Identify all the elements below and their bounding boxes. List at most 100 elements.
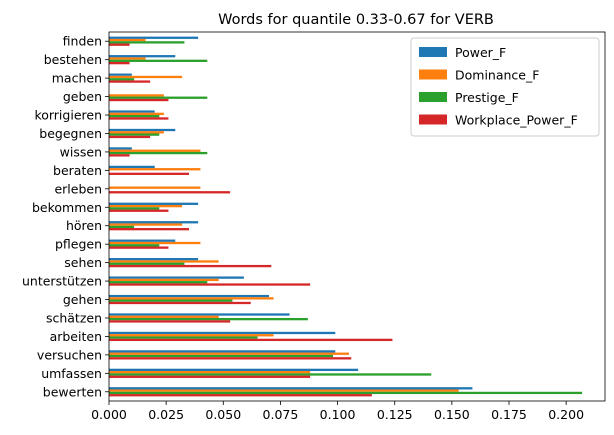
bar-workplace-power-f-bekommen [109, 209, 169, 212]
bar-power-f-bestehen [109, 55, 176, 58]
legend-label-workplace-power-f: Workplace_Power_F [455, 113, 578, 128]
bar-dominance-f-korrigieren [109, 112, 164, 116]
bar-workplace-power-f-begegnen [109, 135, 151, 139]
bar-prestige-f-arbeiten [109, 336, 258, 339]
bar-prestige-f-finden [109, 41, 185, 44]
legend-frame [410, 37, 600, 137]
bar-workplace-power-f-erleben [109, 191, 231, 194]
bar-prestige-f-sehen [109, 262, 185, 265]
bar-workplace-power-f-korrigieren [109, 117, 169, 120]
bar-dominance-f-wissen [109, 149, 201, 152]
y-tick-label: korrigieren [34, 108, 102, 123]
bar-dominance-f-bestehen [109, 57, 146, 60]
y-tick-label: umfassen [41, 366, 102, 381]
legend-label-dominance-f: Dominance_F [455, 68, 539, 83]
bar-power-f-h-ren [109, 221, 199, 224]
bar-workplace-power-f-sch-tzen [109, 320, 231, 323]
bar-power-f-umfassen [109, 368, 359, 372]
bar-power-f-pflegen [109, 239, 176, 242]
y-tick-label: begegnen [39, 126, 102, 141]
bar-power-f-begegnen [109, 128, 176, 132]
bar-dominance-f-sehen [109, 260, 219, 263]
y-tick-label: bestehen [44, 52, 102, 67]
y-tick-label: gehen [63, 292, 102, 307]
bar-dominance-f-h-ren [109, 223, 183, 226]
bar-prestige-f-gehen [109, 299, 233, 302]
bar-dominance-f-versuchen [109, 352, 349, 355]
plot-frame [108, 31, 606, 402]
bar-dominance-f-machen [109, 75, 183, 79]
bar-prestige-f-sch-tzen [109, 317, 308, 321]
y-tick-label: bewerten [43, 384, 102, 399]
bar-prestige-f-machen [109, 78, 135, 81]
bar-power-f-arbeiten [109, 331, 336, 335]
bar-dominance-f-geben [109, 94, 164, 97]
bars-group [109, 36, 583, 397]
bar-power-f-bewerten [109, 387, 473, 390]
x-tick-label: 0.025 [148, 407, 184, 422]
bar-prestige-f-bekommen [109, 207, 160, 210]
bar-dominance-f-umfassen [109, 371, 311, 374]
bar-power-f-beraten [109, 165, 155, 169]
bar-workplace-power-f-unterst-tzen [109, 283, 311, 286]
bar-dominance-f-begegnen [109, 131, 164, 134]
legend-swatch-prestige-f [419, 92, 447, 102]
bar-workplace-power-f-versuchen [109, 357, 352, 360]
axes-group: bewerten umfassen versuchen arbeiten schätze… [22, 31, 606, 422]
bar-power-f-sch-tzen [109, 313, 290, 316]
y-tick-label: schätzen [46, 310, 102, 325]
y-tick-label: beraten [53, 163, 102, 178]
bar-prestige-f-pflegen [109, 244, 160, 247]
y-tick-label: geben [63, 89, 102, 104]
bar-workplace-power-f-finden [109, 43, 130, 46]
bar-dominance-f-beraten [109, 168, 201, 171]
y-tick-label: wissen [60, 144, 102, 159]
legend-swatch-power-f [419, 47, 447, 57]
bar-workplace-power-f-h-ren [109, 228, 189, 231]
x-tick-label: 0.050 [205, 407, 241, 422]
x-tick-label: 0.100 [320, 407, 356, 422]
bar-prestige-f-h-ren [109, 225, 135, 229]
bar-prestige-f-korrigieren [109, 115, 160, 118]
bar-dominance-f-bekommen [109, 204, 183, 208]
bar-workplace-power-f-geben [109, 98, 169, 102]
bar-workplace-power-f-beraten [109, 172, 189, 175]
x-tick-label: 0.000 [91, 407, 127, 422]
bar-power-f-versuchen [109, 350, 336, 353]
bar-prestige-f-versuchen [109, 354, 333, 358]
bar-workplace-power-f-gehen [109, 301, 251, 305]
bar-prestige-f-begegnen [109, 133, 160, 136]
bar-prestige-f-geben [109, 96, 208, 99]
bar-prestige-f-bestehen [109, 59, 208, 62]
y-tick-label: arbeiten [50, 329, 102, 344]
legend-label-power-f: Power_F [455, 45, 506, 60]
y-tick-label: pflegen [55, 237, 102, 252]
bar-power-f-unterst-tzen [109, 276, 244, 279]
x-tick-label: 0.175 [491, 407, 527, 422]
bar-power-f-bekommen [109, 202, 199, 205]
bar-prestige-f-umfassen [109, 373, 432, 376]
bar-prestige-f-unterst-tzen [109, 281, 208, 284]
bar-dominance-f-unterst-tzen [109, 278, 219, 282]
bar-power-f-machen [109, 73, 132, 76]
x-tick-label: 0.200 [548, 407, 584, 422]
x-tick-label: 0.150 [434, 407, 470, 422]
bar-dominance-f-arbeiten [109, 334, 274, 337]
bar-workplace-power-f-machen [109, 80, 151, 83]
bar-workplace-power-f-umfassen [109, 375, 311, 378]
legend-swatch-workplace-power-f [419, 114, 447, 125]
bar-power-f-sehen [109, 258, 199, 261]
bar-power-f-gehen [109, 294, 269, 298]
chart-title: Words for quantile 0.33-0.67 for VERB [218, 12, 494, 28]
y-tick-label: hören [66, 218, 102, 233]
bar-dominance-f-sch-tzen [109, 315, 219, 318]
bar-power-f-finden [109, 36, 199, 39]
x-tick-label: 0.075 [263, 407, 299, 422]
y-tick-label: machen [52, 71, 102, 86]
bar-dominance-f-bewerten [109, 389, 459, 392]
bar-workplace-power-f-wissen [109, 154, 130, 157]
y-tick-label: bekommen [32, 200, 102, 215]
bar-power-f-wissen [109, 147, 132, 150]
y-tick-label: versuchen [37, 347, 102, 362]
legend: Power_F Dominance_F Prestige_F Workplace_Po… [410, 37, 600, 137]
